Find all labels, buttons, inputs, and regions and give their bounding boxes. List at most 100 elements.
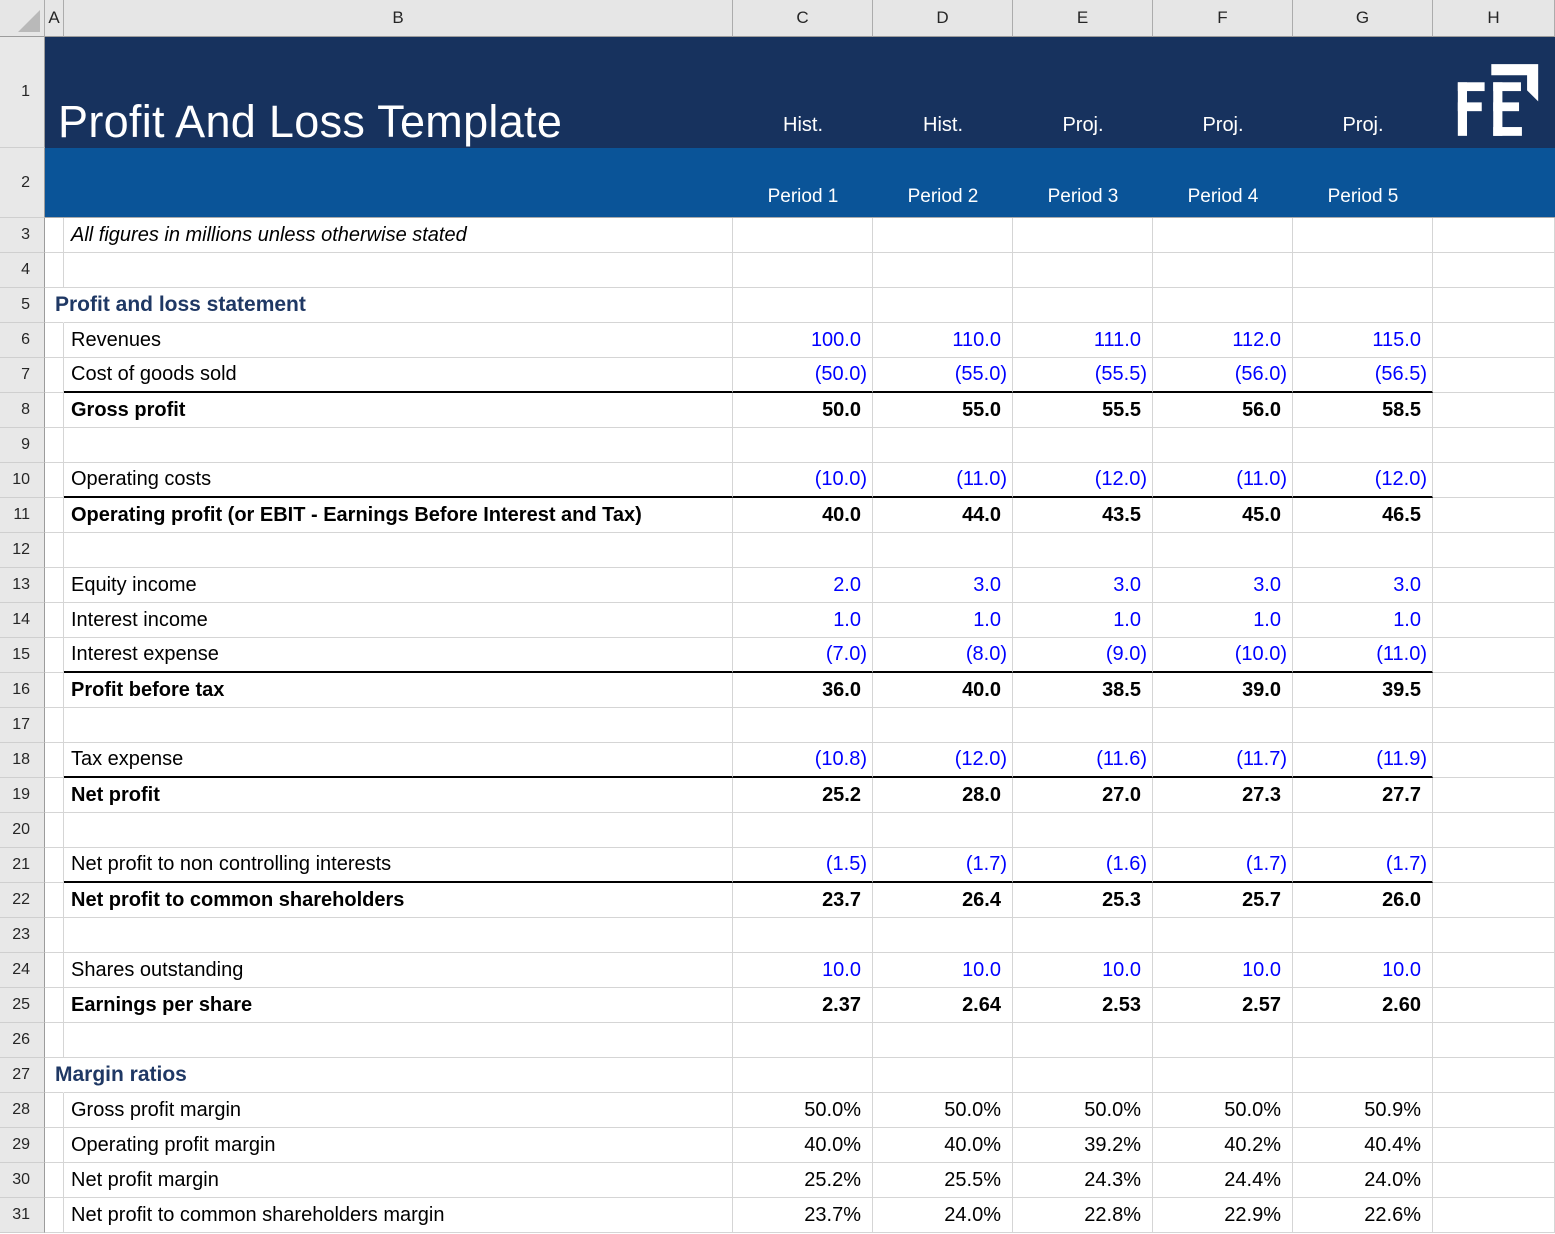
row-header-18[interactable]: 18 (0, 743, 45, 778)
row-header-20[interactable]: 20 (0, 813, 45, 848)
cell-G20[interactable] (1293, 813, 1433, 848)
column-header-H[interactable]: H (1433, 0, 1555, 37)
cell-H14[interactable] (1433, 603, 1555, 638)
cell-H23[interactable] (1433, 918, 1555, 953)
cell-G10[interactable]: (12.0) (1293, 463, 1433, 498)
cell-D27[interactable] (873, 1058, 1013, 1093)
cell-C22[interactable]: 23.7 (733, 883, 873, 918)
cell-D21[interactable]: (1.7) (873, 848, 1013, 883)
cell-F29[interactable]: 40.2% (1153, 1128, 1293, 1163)
cell-B26[interactable] (64, 1023, 733, 1058)
cell-B10[interactable]: Operating costs (64, 463, 733, 498)
cell-C21[interactable]: (1.5) (733, 848, 873, 883)
cell-A22[interactable] (45, 883, 64, 918)
cell-H16[interactable] (1433, 673, 1555, 708)
cell-A29[interactable] (45, 1128, 64, 1163)
cell-E31[interactable]: 22.8% (1013, 1198, 1153, 1233)
cell-E25[interactable]: 2.53 (1013, 988, 1153, 1023)
cell-C11[interactable]: 40.0 (733, 498, 873, 533)
cell-C13[interactable]: 2.0 (733, 568, 873, 603)
cell-A18[interactable] (45, 743, 64, 778)
row-header-22[interactable]: 22 (0, 883, 45, 918)
cell-B22[interactable]: Net profit to common shareholders (64, 883, 733, 918)
row-header-12[interactable]: 12 (0, 533, 45, 568)
cell-H6[interactable] (1433, 323, 1555, 358)
cell-E18[interactable]: (11.6) (1013, 743, 1153, 778)
period-label-E[interactable]: Period 3 (1013, 148, 1153, 218)
cell-F17[interactable] (1153, 708, 1293, 743)
cell-H4[interactable] (1433, 253, 1555, 288)
cell-A16[interactable] (45, 673, 64, 708)
col-group-label-E[interactable]: Proj. (1013, 37, 1153, 148)
cell-E15[interactable]: (9.0) (1013, 638, 1153, 673)
column-header-A[interactable]: A (45, 0, 64, 37)
cell-G22[interactable]: 26.0 (1293, 883, 1433, 918)
cell-H7[interactable] (1433, 358, 1555, 393)
cell-C28[interactable]: 50.0% (733, 1093, 873, 1128)
cell-C10[interactable]: (10.0) (733, 463, 873, 498)
cell-B31[interactable]: Net profit to common shareholders margin (64, 1198, 733, 1233)
cell-A8[interactable] (45, 393, 64, 428)
column-header-B[interactable]: B (64, 0, 733, 37)
cell-E8[interactable]: 55.5 (1013, 393, 1153, 428)
cell-E28[interactable]: 50.0% (1013, 1093, 1153, 1128)
cell-B3[interactable]: All figures in millions unless otherwise… (64, 218, 733, 253)
cell-H15[interactable] (1433, 638, 1555, 673)
row-header-29[interactable]: 29 (0, 1128, 45, 1163)
cell-A6[interactable] (45, 323, 64, 358)
period-label-G[interactable]: Period 5 (1293, 148, 1433, 218)
cell-G11[interactable]: 46.5 (1293, 498, 1433, 533)
cell-G9[interactable] (1293, 428, 1433, 463)
cell-F16[interactable]: 39.0 (1153, 673, 1293, 708)
row-header-16[interactable]: 16 (0, 673, 45, 708)
cell-E30[interactable]: 24.3% (1013, 1163, 1153, 1198)
cell-G4[interactable] (1293, 253, 1433, 288)
cell-D26[interactable] (873, 1023, 1013, 1058)
cell-G23[interactable] (1293, 918, 1433, 953)
cell-H22[interactable] (1433, 883, 1555, 918)
row-header-3[interactable]: 3 (0, 218, 45, 253)
cell-F10[interactable]: (11.0) (1153, 463, 1293, 498)
cell-G24[interactable]: 10.0 (1293, 953, 1433, 988)
cell-H26[interactable] (1433, 1023, 1555, 1058)
cell-D24[interactable]: 10.0 (873, 953, 1013, 988)
cell-E21[interactable]: (1.6) (1013, 848, 1153, 883)
cell-F25[interactable]: 2.57 (1153, 988, 1293, 1023)
period-label-D[interactable]: Period 2 (873, 148, 1013, 218)
cell-C7[interactable]: (50.0) (733, 358, 873, 393)
cell-A20[interactable] (45, 813, 64, 848)
cell-F28[interactable]: 50.0% (1153, 1093, 1293, 1128)
cell-G19[interactable]: 27.7 (1293, 778, 1433, 813)
cell-G8[interactable]: 58.5 (1293, 393, 1433, 428)
cell-G31[interactable]: 22.6% (1293, 1198, 1433, 1233)
cell-B13[interactable]: Equity income (64, 568, 733, 603)
cell-A1[interactable] (45, 37, 64, 148)
cell-B1[interactable] (64, 37, 733, 148)
cell-C8[interactable]: 50.0 (733, 393, 873, 428)
cell-F12[interactable] (1153, 533, 1293, 568)
cell-E5[interactable] (1013, 288, 1153, 323)
cell-A15[interactable] (45, 638, 64, 673)
cell-E29[interactable]: 39.2% (1013, 1128, 1153, 1163)
cell-B23[interactable] (64, 918, 733, 953)
cell-B11[interactable]: Operating profit (or EBIT - Earnings Bef… (64, 498, 733, 533)
cell-B25[interactable]: Earnings per share (64, 988, 733, 1023)
cell-F15[interactable]: (10.0) (1153, 638, 1293, 673)
row-header-13[interactable]: 13 (0, 568, 45, 603)
cell-F14[interactable]: 1.0 (1153, 603, 1293, 638)
cell-H18[interactable] (1433, 743, 1555, 778)
cell-F21[interactable]: (1.7) (1153, 848, 1293, 883)
cell-D18[interactable]: (12.0) (873, 743, 1013, 778)
row-header-19[interactable]: 19 (0, 778, 45, 813)
cell-D3[interactable] (873, 218, 1013, 253)
cell-F22[interactable]: 25.7 (1153, 883, 1293, 918)
cell-G27[interactable] (1293, 1058, 1433, 1093)
cell-F26[interactable] (1153, 1023, 1293, 1058)
cell-C4[interactable] (733, 253, 873, 288)
cell-C26[interactable] (733, 1023, 873, 1058)
cell-E10[interactable]: (12.0) (1013, 463, 1153, 498)
col-group-label-C[interactable]: Hist. (733, 37, 873, 148)
cell-A28[interactable] (45, 1093, 64, 1128)
row-header-10[interactable]: 10 (0, 463, 45, 498)
select-all-button[interactable] (0, 0, 45, 37)
